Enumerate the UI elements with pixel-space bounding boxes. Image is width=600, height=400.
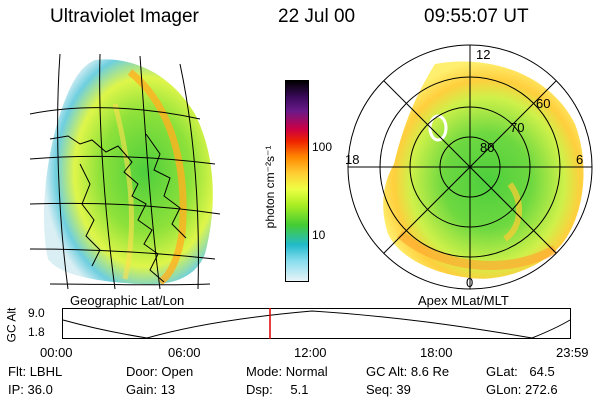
glon-field: GLon: 272.6: [486, 382, 558, 397]
colorbar-tick-10: 10: [312, 228, 326, 242]
graticule: [29, 53, 221, 290]
gain-field: Gain: 13: [126, 382, 176, 397]
mlat-label-70: 70: [510, 120, 524, 135]
aurora-image-right: [383, 61, 584, 279]
mlt-label-12: 12: [476, 47, 490, 62]
mlt-label-18: 18: [345, 152, 359, 167]
aurora-oval-left: [127, 69, 187, 285]
gcalt-field: GC Alt: 8.6 Re: [366, 364, 450, 379]
colorbar: [285, 80, 309, 282]
glat-field: GLat: 64.5: [486, 364, 555, 379]
date-label: 22 Jul 00: [278, 6, 356, 27]
dsp-field: Dsp: 5.1: [246, 382, 309, 397]
orbit-ytick-top: 9.0: [28, 306, 45, 320]
mlt-label-6: 6: [576, 152, 583, 167]
orbit-xtick-4: 23:59: [556, 345, 589, 360]
orbit-ytick-bottom: 1.8: [28, 325, 45, 339]
orbit-xtick-2: 12:00: [294, 345, 327, 360]
coastline: [49, 133, 187, 283]
flt-field: Flt: LBHL: [8, 364, 63, 379]
mlt-label-0: 0: [466, 275, 473, 290]
orbit-xtick-0: 00:00: [40, 345, 73, 360]
orbit-axis-label: GC Alt: [4, 307, 19, 343]
time-label: 09:55:07 UT: [424, 6, 529, 27]
orbit-xtick-3: 18:00: [420, 345, 453, 360]
colorbar-unit-label: photon cm⁻²s⁻¹: [263, 145, 277, 229]
polar-plot: 12 18 6 0 60 70 80: [345, 44, 593, 290]
orbit-xtick-1: 06:00: [168, 345, 201, 360]
left-caption: Geographic Lat/Lon: [70, 293, 185, 308]
orbit-curve: [62, 310, 571, 339]
mode-field: Mode: Normal: [246, 364, 328, 379]
seq-field: Seq: 39: [366, 382, 411, 397]
right-caption: Apex MLat/MLT: [418, 293, 509, 308]
mlat-label-60: 60: [536, 96, 550, 111]
polar-grid: [347, 44, 593, 290]
mlat-label-80: 80: [480, 140, 494, 155]
ip-field: IP: 36.0: [8, 382, 53, 397]
door-field: Door: Open: [126, 364, 194, 379]
header: Ultraviolet Imager 22 Jul 00 09:55:07 UT: [0, 6, 600, 32]
orbit-altitude-plot: [62, 308, 571, 339]
app-title: Ultraviolet Imager: [50, 6, 199, 27]
geographic-image: [29, 53, 221, 290]
colorbar-tick-100: 100: [312, 140, 333, 154]
